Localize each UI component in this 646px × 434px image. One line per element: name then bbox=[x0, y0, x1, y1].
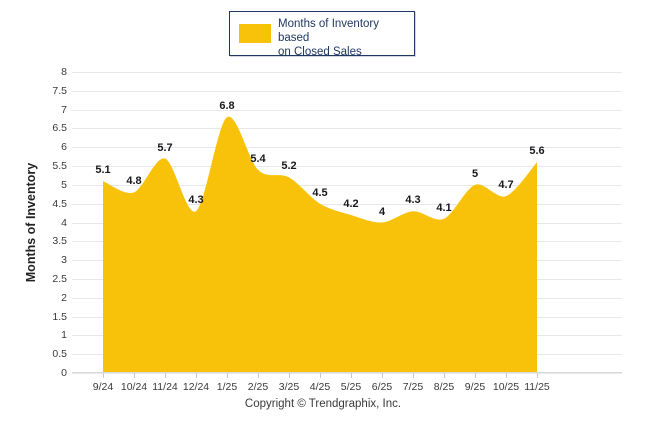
x-axis-tick-mark bbox=[475, 373, 476, 378]
x-axis-tick-label: 6/25 bbox=[371, 381, 393, 393]
gridline bbox=[72, 147, 622, 149]
x-axis-tick-label: 5/25 bbox=[340, 381, 362, 393]
gridline bbox=[72, 166, 622, 168]
x-axis-tick-label: 9/25 bbox=[464, 381, 486, 393]
data-point-label: 5.4 bbox=[250, 152, 266, 165]
y-axis-tick-label: 0 bbox=[61, 367, 67, 379]
y-axis-tick-label: 0.5 bbox=[52, 348, 67, 361]
gridline bbox=[72, 373, 622, 374]
x-axis-tick-label: 10/24 bbox=[120, 381, 148, 393]
series-area-path bbox=[103, 116, 537, 374]
x-axis-tick-mark bbox=[537, 373, 538, 378]
gridline bbox=[72, 184, 622, 186]
y-axis-tick-label: 6 bbox=[61, 141, 67, 154]
data-point-label: 4.8 bbox=[126, 175, 142, 188]
data-point-label: 5.2 bbox=[281, 160, 297, 173]
copyright-footer: Copyright © Trendgraphix, Inc. bbox=[244, 398, 402, 410]
y-axis-tick-label: 7.5 bbox=[52, 84, 67, 97]
y-axis-tick-label: 5 bbox=[61, 178, 67, 191]
y-axis-tick-label: 1 bbox=[61, 329, 67, 342]
x-axis-tick-mark bbox=[103, 373, 104, 378]
gridline bbox=[72, 109, 622, 111]
gridline bbox=[72, 128, 622, 130]
y-axis-tick-label: 3 bbox=[61, 254, 67, 267]
x-axis-tick-label: 7/25 bbox=[402, 381, 424, 393]
y-axis-tick-label: 2.5 bbox=[52, 272, 67, 285]
x-axis-tick-mark bbox=[227, 373, 228, 378]
x-axis-tick-label: 10/25 bbox=[492, 381, 520, 393]
x-axis-tick-label: 3/25 bbox=[278, 381, 300, 393]
data-point-label: 6.8 bbox=[219, 100, 235, 113]
y-axis-tick-label: 5.5 bbox=[52, 160, 67, 173]
y-axis-tick-label: 1.5 bbox=[52, 310, 67, 323]
data-point-label: 5.1 bbox=[95, 164, 111, 177]
y-axis-tick-label: 4.5 bbox=[52, 197, 67, 210]
x-axis-tick-mark bbox=[289, 373, 290, 378]
data-point-label: 4.3 bbox=[188, 194, 204, 207]
chart-legend: Months of Inventory based on Closed Sale… bbox=[229, 11, 415, 58]
gridline bbox=[72, 203, 622, 205]
x-axis-tick-label: 11/25 bbox=[524, 381, 550, 393]
x-axis-tick-label: 2/25 bbox=[247, 381, 269, 393]
data-point-label: 4 bbox=[378, 205, 386, 218]
x-axis-tick-label: 12/24 bbox=[182, 381, 210, 393]
y-axis-title: Months of Inventory bbox=[24, 162, 38, 283]
data-point-label: 5.7 bbox=[157, 141, 173, 154]
gridline bbox=[72, 72, 622, 73]
data-point-label: 5 bbox=[471, 167, 479, 180]
data-point-label: 4.3 bbox=[405, 194, 421, 207]
data-point-label: 4.5 bbox=[312, 186, 328, 199]
y-axis-tick-label: 8 bbox=[61, 66, 67, 78]
y-axis-tick-label: 3.5 bbox=[52, 235, 67, 248]
legend-color-swatch bbox=[239, 24, 271, 43]
x-axis-tick-mark bbox=[351, 373, 352, 378]
x-axis-tick-mark bbox=[444, 373, 445, 378]
y-axis-tick-label: 6.5 bbox=[52, 122, 67, 135]
x-axis-tick-mark bbox=[413, 373, 414, 378]
y-axis-tick-label: 4 bbox=[61, 216, 67, 229]
gridline bbox=[72, 90, 622, 92]
x-axis-tick-mark bbox=[320, 373, 321, 378]
x-axis-tick-mark bbox=[382, 373, 383, 378]
data-point-label: 5.6 bbox=[529, 145, 545, 158]
x-axis-tick-mark bbox=[165, 373, 166, 378]
x-axis-tick-label: 11/24 bbox=[152, 381, 178, 393]
x-axis-tick-mark bbox=[258, 373, 259, 378]
x-axis-tick-label: 4/25 bbox=[309, 381, 331, 393]
x-axis-tick-mark bbox=[196, 373, 197, 378]
plot-area: 0 0.5 1 1.5 2 2.5 3 3.5 4 4.5 5 5.5 6 6.5 7 7.5 8 5.1 4.8… bbox=[52, 66, 622, 393]
data-point-label: 4.1 bbox=[436, 201, 452, 214]
data-point-label: 4.7 bbox=[498, 179, 514, 192]
y-axis-tick-label: 7 bbox=[61, 103, 67, 116]
data-point-label: 4.2 bbox=[343, 197, 359, 210]
x-axis-tick-label: 9/24 bbox=[92, 381, 114, 393]
x-axis-tick-mark bbox=[506, 373, 507, 378]
y-axis-tick-label: 2 bbox=[61, 291, 67, 304]
x-axis-tick-label: 8/25 bbox=[433, 381, 455, 393]
x-axis-tick-label: 1/25 bbox=[216, 381, 238, 393]
x-axis-tick-mark bbox=[134, 373, 135, 378]
legend-series-label: Months of Inventory based on Closed Sale… bbox=[278, 18, 379, 58]
x-axis-line bbox=[72, 372, 622, 373]
